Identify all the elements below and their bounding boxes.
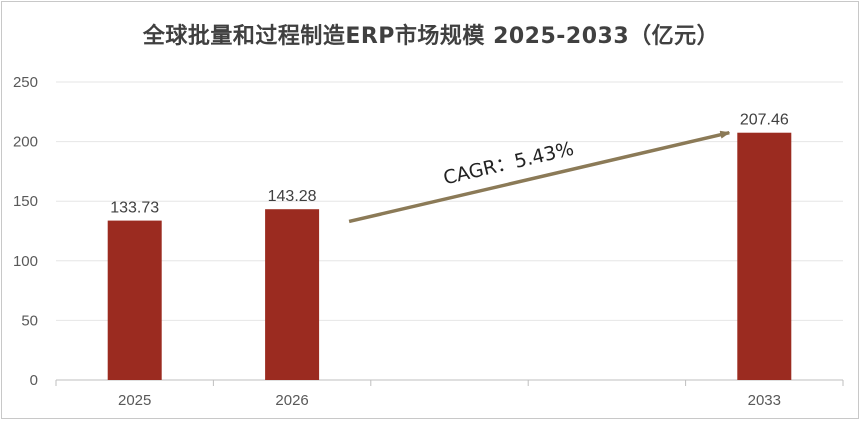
y-tick-label: 250 [13, 74, 38, 91]
data-label-2026: 143.28 [268, 188, 317, 205]
bars [107, 132, 792, 380]
x-tick-label: 2026 [275, 392, 308, 409]
bar-2026 [265, 209, 320, 380]
cagr-annotation: CAGR：5.43% [348, 130, 731, 224]
data-labels: 133.73 143.28 207.46 [110, 112, 789, 217]
x-tick-label: 2033 [748, 392, 781, 409]
bar-2025 [107, 220, 162, 380]
cagr-arrow [348, 130, 731, 224]
y-tick-label: 150 [13, 193, 38, 210]
cagr-label: CAGR：5.43% [441, 138, 576, 190]
y-tick-label: 200 [13, 134, 38, 151]
chart-title: 全球批量和过程制造ERP市场规模 2025-2033（亿元） [142, 24, 720, 49]
data-label-2025: 133.73 [110, 200, 159, 217]
x-tick-label: 2025 [118, 392, 151, 409]
y-tick-label: 100 [13, 253, 38, 270]
gridlines [55, 81, 844, 386]
y-tick-label: 0 [30, 372, 38, 389]
bar-2033 [737, 132, 792, 380]
data-label-2033: 207.46 [740, 112, 789, 129]
y-axis-ticks: 0 50 100 150 200 250 [13, 74, 38, 389]
x-axis-ticks: 2025 2026 2033 [118, 392, 781, 409]
y-tick-label: 50 [21, 312, 38, 329]
